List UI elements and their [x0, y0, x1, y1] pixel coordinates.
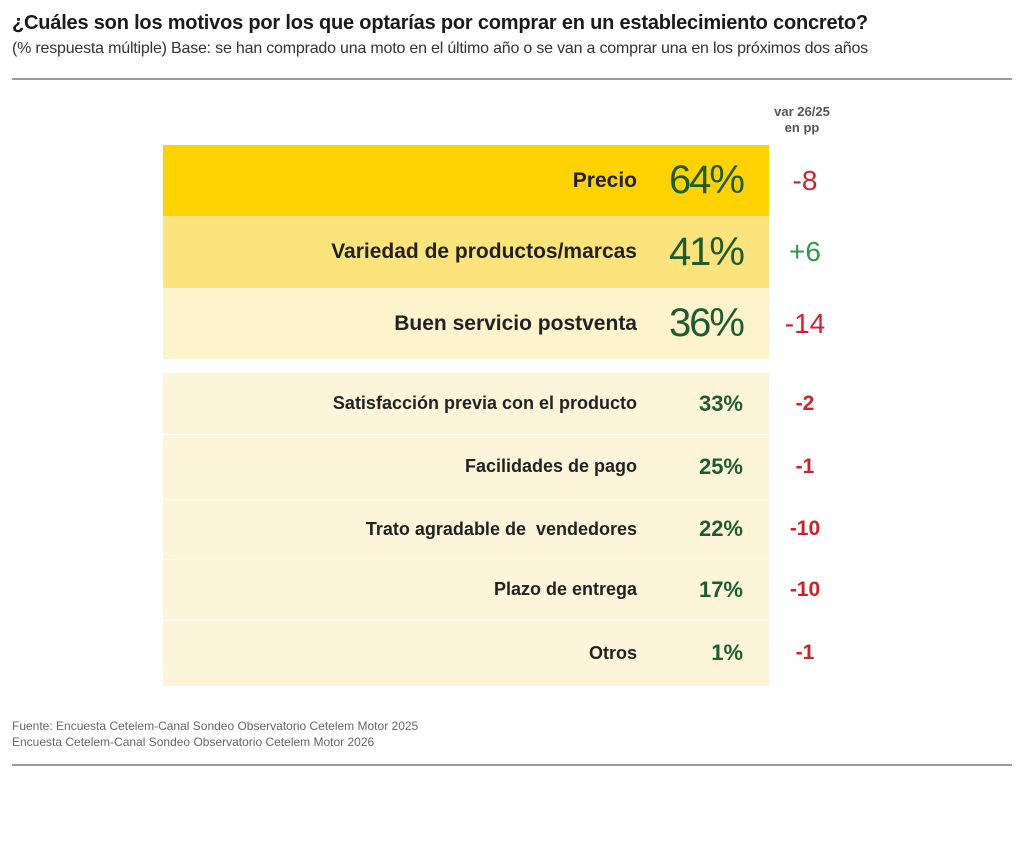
source-line-1: Fuente: Encuesta Cetelem-Canal Sondeo Ob…: [12, 719, 419, 733]
variation-column-header: var 26/25 en pp: [752, 104, 852, 136]
table-row: Trato agradable de vendedores 22%: [163, 499, 769, 559]
row-percentage: 33%: [698, 390, 743, 416]
chart-subtitle: (% respuesta múltiple) Base: se han comp…: [12, 40, 868, 57]
row-variation: -14: [784, 307, 826, 339]
source-note: Fuente: Encuesta Cetelem-Canal Sondeo Ob…: [12, 718, 418, 750]
row-variation: -1: [795, 454, 815, 478]
source-line-2: Encuesta Cetelem-Canal Sondeo Observator…: [12, 735, 375, 749]
row-label: Facilidades de pago: [464, 456, 637, 476]
row-percentage: 25%: [698, 453, 743, 479]
row-variation: -1: [795, 641, 815, 664]
row-label: Otros: [588, 642, 637, 663]
row-label: Trato agradable de vendedores: [365, 518, 637, 539]
row-separator: [163, 620, 769, 621]
chart-title: ¿Cuáles son los motivos por los que opta…: [12, 12, 868, 34]
bottom-divider: [12, 764, 1012, 766]
variation-header-line2: en pp: [784, 120, 820, 135]
row-separator: [163, 559, 769, 560]
row-separator: [163, 499, 769, 500]
row-percentage: 17%: [698, 576, 743, 602]
row-percentage: 36%: [668, 301, 745, 345]
table-row: Variedad de productos/marcas 41%: [163, 216, 769, 288]
row-label: Buen servicio postventa: [394, 311, 637, 335]
row-percentage: 41%: [668, 229, 745, 274]
table-row: Satisfacción previa con el producto 33%: [163, 373, 769, 434]
variation-header-line1: var 26/25: [774, 104, 830, 119]
row-label: Plazo de entrega: [493, 579, 637, 599]
table-row: Plazo de entrega 17%: [163, 559, 769, 620]
row-variation: +6: [789, 236, 821, 267]
row-percentage: 1%: [711, 640, 743, 665]
table-row: Otros 1%: [163, 620, 769, 686]
row-percentage: 22%: [698, 516, 743, 541]
row-separator: [163, 434, 769, 435]
table-row: Precio 64%: [163, 145, 769, 216]
row-variation: -2: [795, 391, 815, 415]
row-variation: -10: [789, 517, 821, 540]
row-variation: -8: [792, 164, 818, 196]
row-label: Variedad de productos/marcas: [331, 240, 637, 263]
row-percentage: 64%: [668, 158, 745, 202]
table-row: Facilidades de pago 25%: [163, 434, 769, 499]
row-label: Satisfacción previa con el producto: [332, 393, 637, 413]
table-row: Buen servicio postventa 36%: [163, 288, 769, 359]
row-variation: -10: [789, 577, 821, 601]
row-label: Precio: [572, 168, 637, 192]
top-divider: [12, 78, 1012, 80]
